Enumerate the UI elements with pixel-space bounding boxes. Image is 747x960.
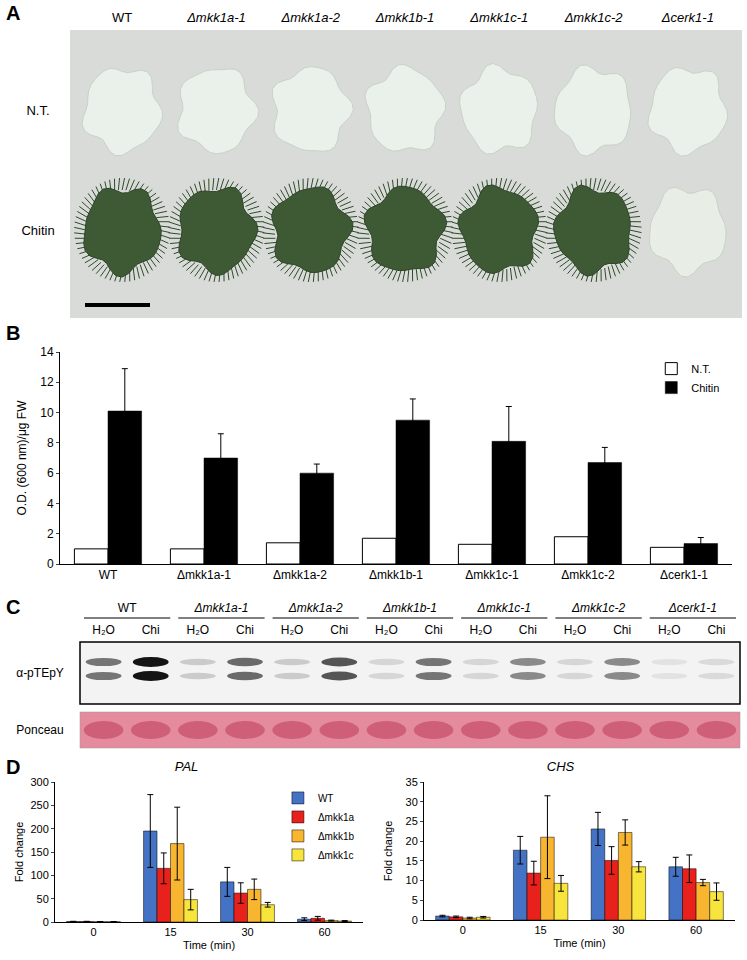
svg-text:200: 200: [30, 823, 48, 835]
svg-text:H₂O: H₂O: [281, 623, 304, 637]
svg-text:Δmkk1b: Δmkk1b: [318, 831, 355, 842]
svg-text:Fold change: Fold change: [13, 822, 25, 883]
svg-text:Chi: Chi: [613, 623, 631, 637]
svg-text:8: 8: [47, 436, 54, 450]
svg-text:CHS: CHS: [547, 759, 575, 774]
svg-text:H₂O: H₂O: [92, 623, 115, 637]
svg-text:Δmkk1a-1: Δmkk1a-1: [177, 568, 231, 582]
svg-text:H₂O: H₂O: [564, 623, 587, 637]
svg-text:WT: WT: [318, 793, 334, 804]
svg-text:N.T.: N.T.: [691, 363, 711, 375]
svg-text:Δmkk1b-1: Δmkk1b-1: [382, 601, 437, 615]
svg-text:Chi: Chi: [330, 623, 348, 637]
svg-text:Chitin: Chitin: [691, 382, 719, 394]
html-text:C: C: [6, 596, 21, 618]
svg-text:0: 0: [460, 924, 466, 936]
svg-text:15: 15: [164, 926, 176, 938]
svg-text:Δmkk1b-1: Δmkk1b-1: [375, 10, 435, 25]
svg-text:300: 300: [30, 776, 48, 788]
svg-text:H₂O: H₂O: [187, 623, 210, 637]
svg-text:20: 20: [406, 835, 418, 847]
svg-text:10: 10: [40, 406, 54, 420]
svg-text:Chitin: Chitin: [21, 223, 54, 238]
svg-text:N.T.: N.T.: [26, 103, 49, 118]
svg-text:Δmkk1c-2: Δmkk1c-2: [564, 10, 624, 25]
svg-text:15: 15: [406, 855, 418, 867]
svg-text:5: 5: [412, 894, 418, 906]
svg-text:60: 60: [318, 926, 330, 938]
svg-text:50: 50: [37, 893, 49, 905]
svg-text:Δmkk1a-2: Δmkk1a-2: [273, 568, 327, 582]
svg-text:Δmkk1a-1: Δmkk1a-1: [193, 601, 248, 615]
svg-text:25: 25: [406, 815, 418, 827]
svg-text:H₂O: H₂O: [375, 623, 398, 637]
svg-text:12: 12: [40, 375, 54, 389]
svg-text:O.D. (600 nm)/μg FW: O.D. (600 nm)/μg FW: [15, 400, 29, 516]
svg-text:Δcerk1-1: Δcerk1-1: [661, 10, 714, 25]
svg-text:100: 100: [30, 869, 48, 881]
svg-text:Δmkk1b-1: Δmkk1b-1: [369, 568, 423, 582]
svg-text:250: 250: [30, 799, 48, 811]
svg-text:30: 30: [612, 924, 624, 936]
svg-text:Time (min): Time (min): [553, 937, 605, 949]
svg-text:150: 150: [30, 846, 48, 858]
svg-text:Δmkk1a-2: Δmkk1a-2: [288, 601, 343, 615]
svg-text:Chi: Chi: [519, 623, 537, 637]
svg-text:0: 0: [412, 914, 418, 926]
svg-text:30: 30: [406, 796, 418, 808]
svg-text:10: 10: [406, 874, 418, 886]
svg-text:Δcerk1-1: Δcerk1-1: [660, 568, 708, 582]
svg-text:Δmkk1c-1: Δmkk1c-1: [477, 601, 531, 615]
svg-text:0: 0: [47, 557, 54, 571]
svg-text:Δmkk1a: Δmkk1a: [318, 812, 355, 823]
svg-text:Δmkk1c: Δmkk1c: [318, 850, 354, 861]
svg-text:6: 6: [47, 466, 54, 480]
svg-text:WT: WT: [99, 568, 118, 582]
svg-text:14: 14: [40, 345, 54, 359]
svg-text:35: 35: [406, 776, 418, 788]
svg-text:Time (min): Time (min): [183, 939, 235, 951]
html-text:D: D: [6, 756, 21, 778]
svg-text:4: 4: [47, 497, 54, 511]
svg-text:Chi: Chi: [425, 623, 443, 637]
svg-text:Δmkk1a-1: Δmkk1a-1: [186, 10, 246, 25]
svg-text:Chi: Chi: [707, 623, 725, 637]
svg-text:0: 0: [90, 926, 96, 938]
svg-text:α-pTEpY: α-pTEpY: [16, 666, 64, 680]
svg-text:Δmkk1c-1: Δmkk1c-1: [469, 10, 528, 25]
svg-text:30: 30: [241, 926, 253, 938]
svg-text:PAL: PAL: [175, 759, 199, 774]
svg-text:60: 60: [690, 924, 702, 936]
svg-text:Δmkk1a-2: Δmkk1a-2: [280, 10, 340, 25]
svg-text:Δmkk1c-2: Δmkk1c-2: [571, 601, 626, 615]
svg-text:H₂O: H₂O: [469, 623, 492, 637]
html-text:B: B: [6, 322, 21, 344]
html-text:A: A: [6, 2, 21, 24]
svg-text:H₂O: H₂O: [658, 623, 681, 637]
svg-text:2: 2: [47, 527, 54, 541]
svg-text:Ponceau: Ponceau: [16, 723, 63, 737]
svg-text:Fold change: Fold change: [382, 821, 394, 882]
svg-text:Δcerk1-1: Δcerk1-1: [668, 601, 717, 615]
svg-text:Chi: Chi: [142, 623, 160, 637]
svg-text:WT: WT: [112, 10, 132, 25]
svg-text:0: 0: [43, 916, 49, 928]
svg-text:WT: WT: [118, 601, 137, 615]
svg-text:Δmkk1c-2: Δmkk1c-2: [561, 568, 615, 582]
svg-text:Δmkk1c-1: Δmkk1c-1: [465, 568, 519, 582]
svg-text:Chi: Chi: [236, 623, 254, 637]
svg-text:15: 15: [535, 924, 547, 936]
